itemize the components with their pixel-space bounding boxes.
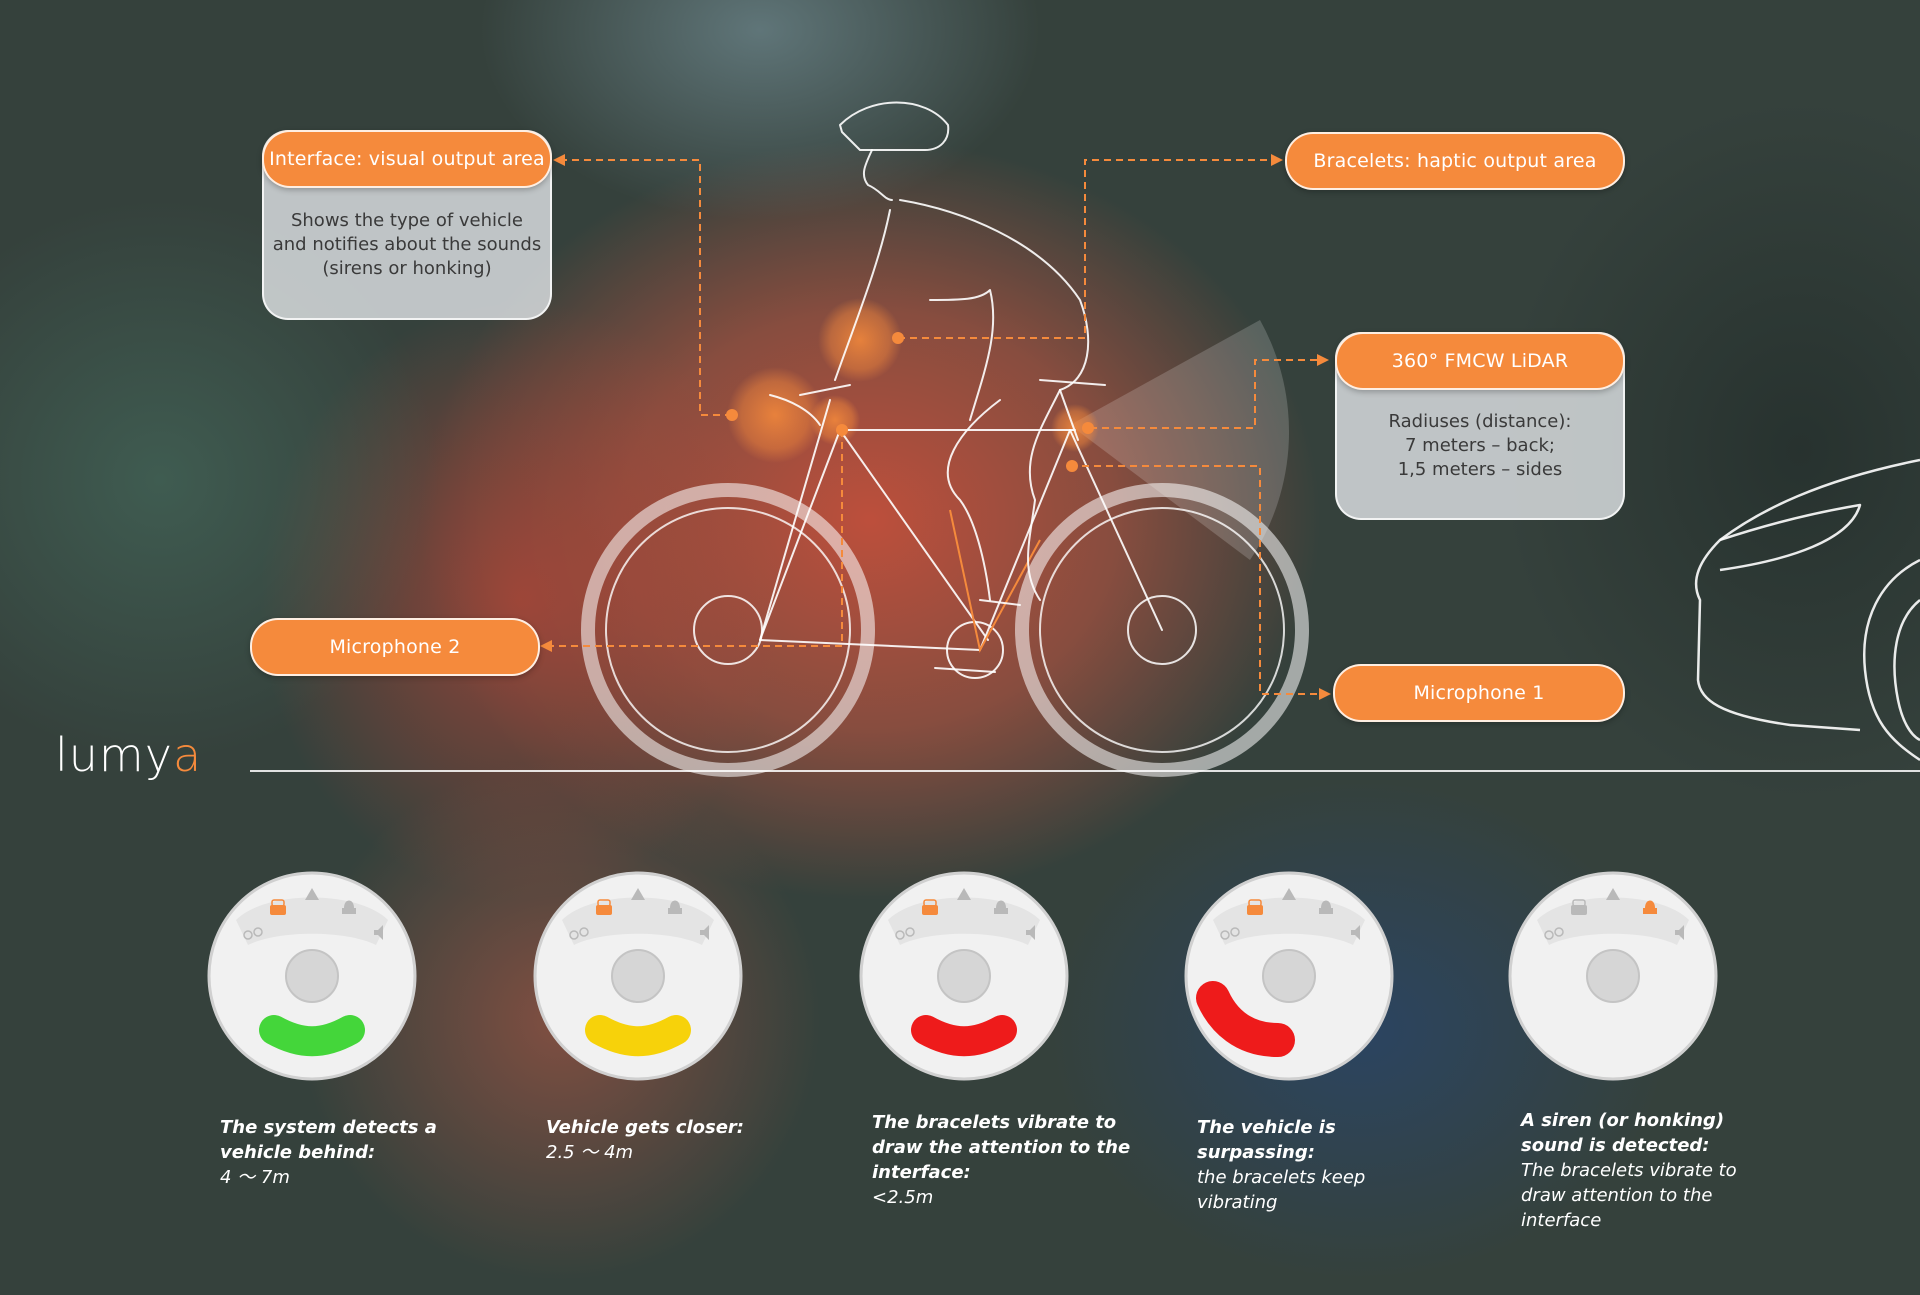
caption-title-line: vehicle behind: <box>220 1142 376 1163</box>
state-caption-4: The vehicle is surpassing: the bracelets … <box>1197 1115 1457 1215</box>
connector-lines <box>548 159 1320 695</box>
state-caption-3: The bracelets vibrate to draw the attenti… <box>872 1110 1132 1210</box>
bicycle-icon <box>1220 927 1240 940</box>
warning-triangle-icon <box>1606 888 1620 900</box>
logo-accent: a <box>172 728 203 782</box>
haptic-arc <box>585 1015 691 1057</box>
caption-title-line: The vehicle is surpassing: <box>1197 1117 1336 1163</box>
caption-detail-line: <2.5m <box>872 1187 934 1208</box>
car-icon <box>1247 899 1263 915</box>
warning-triangle-icon <box>957 888 971 900</box>
interface-device-graphic <box>207 871 417 1081</box>
lidar-range-fan <box>1070 320 1290 560</box>
speaker-icon <box>374 925 383 940</box>
interface-device-graphic <box>1508 871 1718 1081</box>
bracelet-hotspot <box>818 298 902 382</box>
interface-device-state-4 <box>1183 870 1395 1082</box>
caption-detail-line: The bracelets vibrate to <box>1521 1160 1737 1181</box>
bicycle-icon <box>895 927 915 940</box>
haptic-arc <box>259 1015 365 1057</box>
caption-detail-line: 2.5 〜 4m <box>546 1142 634 1163</box>
speaker-icon <box>1026 925 1035 940</box>
haptic-arc <box>911 1015 1017 1057</box>
interface-label: Interface: visual output area <box>262 130 552 188</box>
rider-outline <box>769 101 1090 606</box>
lidar-desc-line-2: 7 meters – back; <box>1405 435 1555 456</box>
caption-title-line: sound is detected: <box>1521 1135 1710 1156</box>
caption-detail-line: the bracelets keep <box>1197 1167 1366 1188</box>
siren-icon <box>1643 900 1657 914</box>
connector-dots <box>726 332 1094 472</box>
connector-arrowheads <box>540 154 1331 700</box>
speaker-icon <box>700 925 709 940</box>
interface-device-state-1 <box>206 870 418 1082</box>
warning-triangle-icon <box>1282 888 1296 900</box>
warning-triangle-icon <box>631 888 645 900</box>
car-icon <box>596 899 612 915</box>
state-caption-2: Vehicle gets closer: 2.5 〜 4m <box>546 1115 806 1165</box>
interface-device-state-2 <box>532 870 744 1082</box>
caption-title-line: Vehicle gets closer: <box>546 1117 745 1138</box>
caption-title-line: draw the attention to the <box>872 1137 1131 1158</box>
microphone-1-label: Microphone 1 <box>1333 664 1625 722</box>
interface-device-graphic <box>859 871 1069 1081</box>
warning-triangle-icon <box>305 888 319 900</box>
logo-text: lumy <box>55 728 173 782</box>
lidar-desc-line-1: Radiuses (distance): <box>1388 411 1572 432</box>
siren-icon <box>342 900 356 914</box>
bracelets-label: Bracelets: haptic output area <box>1285 132 1625 190</box>
state-caption-5: A siren (or honking) sound is detected: Th… <box>1521 1108 1781 1233</box>
bike-chain <box>949 509 1041 653</box>
state-caption-1: The system detects a vehicle behind: 4 〜 7… <box>220 1115 480 1190</box>
lidar-desc-line-3: 1,5 meters – sides <box>1397 459 1563 480</box>
mic2-hotspot <box>810 395 860 445</box>
lumya-logo: lumya <box>55 728 202 782</box>
caption-detail-line: interface <box>1521 1210 1602 1231</box>
interface-device-state-3 <box>858 870 1070 1082</box>
speaker-icon <box>1675 925 1684 940</box>
siren-icon <box>1319 900 1333 914</box>
rear-wheel <box>581 483 875 777</box>
microphone-2-label: Microphone 2 <box>250 618 540 676</box>
interface-desc-line-1: Shows the type of vehicle <box>290 210 524 231</box>
interface-device-state-5 <box>1507 870 1719 1082</box>
caption-detail-line: draw attention to the <box>1521 1185 1713 1206</box>
caption-title-line: A siren (or honking) <box>1521 1110 1725 1131</box>
haptic-arc <box>1196 981 1295 1057</box>
caption-title-line: interface: <box>872 1162 971 1183</box>
caption-title-line: The bracelets vibrate to <box>872 1112 1117 1133</box>
interface-desc-line-2: and notifies about the sounds <box>272 234 542 255</box>
interface-desc-line-3: (sirens or honking) <box>322 258 492 279</box>
caption-detail-line: 4 〜 7m <box>220 1167 290 1188</box>
lidar-hotspot <box>1051 404 1099 452</box>
caption-title-line: The system detects a <box>220 1117 437 1138</box>
car-icon <box>270 899 286 915</box>
car-icon <box>922 899 938 915</box>
caption-detail-line: vibrating <box>1197 1192 1278 1213</box>
car-outline <box>1694 458 1920 762</box>
siren-icon <box>994 900 1008 914</box>
bicycle-icon <box>569 927 589 940</box>
interface-device-graphic <box>533 871 743 1081</box>
lidar-label: 360° FMCW LiDAR <box>1335 332 1625 390</box>
siren-icon <box>668 900 682 914</box>
interface-hotspot <box>727 367 823 463</box>
bicycle-icon <box>243 927 263 940</box>
bicycle-icon <box>1544 927 1564 940</box>
interface-device-graphic <box>1184 871 1394 1081</box>
car-icon <box>1571 899 1587 915</box>
speaker-icon <box>1351 925 1360 940</box>
